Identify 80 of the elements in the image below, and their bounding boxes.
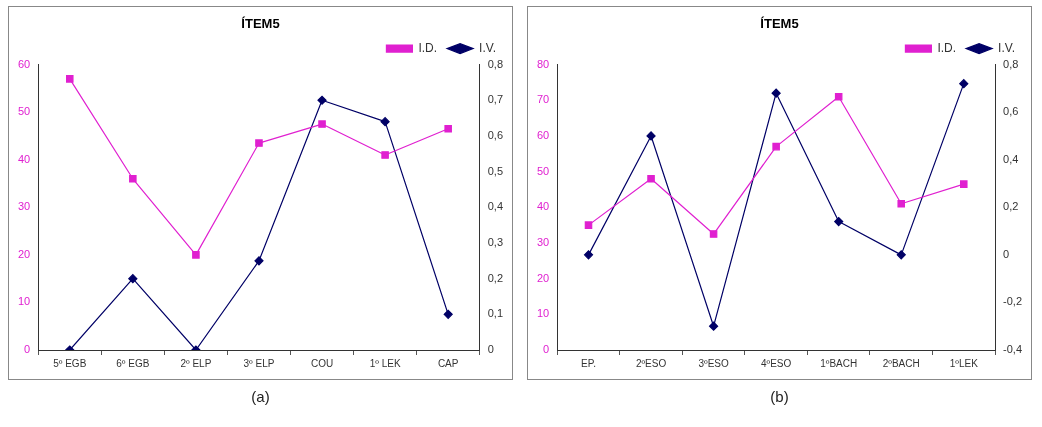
y2-tick-label: 0 bbox=[1003, 247, 1010, 260]
y-tick-label: 60 bbox=[17, 57, 31, 70]
legend-label: I.V. bbox=[479, 40, 496, 55]
point bbox=[128, 274, 138, 284]
x-tick-label: EP. bbox=[581, 357, 596, 369]
y2-tick-label: 0,8 bbox=[487, 57, 504, 70]
point bbox=[318, 120, 326, 128]
point bbox=[192, 251, 200, 259]
y2-tick-label: 0,8 bbox=[1003, 57, 1019, 70]
point bbox=[584, 221, 593, 229]
point bbox=[834, 92, 843, 101]
y2-tick-label: 0,2 bbox=[1003, 200, 1019, 213]
y-tick-label: 20 bbox=[17, 247, 31, 260]
y-tick-label: 80 bbox=[536, 57, 550, 70]
y-tick-label: 0 bbox=[24, 343, 31, 356]
y2-tick-label: 0,6 bbox=[487, 128, 504, 141]
y-tick-label: 60 bbox=[536, 128, 550, 141]
x-tick-label: 5º EGB bbox=[53, 357, 87, 369]
point bbox=[254, 256, 264, 266]
y-tick-label: 70 bbox=[536, 93, 550, 106]
point bbox=[443, 309, 453, 319]
y-tick-label: 20 bbox=[536, 271, 550, 284]
point bbox=[646, 131, 656, 141]
x-tick-label: 1º LEK bbox=[369, 357, 401, 369]
y-tick-label: 10 bbox=[17, 295, 31, 308]
x-tick-label: 1ºLEK bbox=[949, 357, 979, 369]
legend-label: I.D. bbox=[937, 40, 957, 55]
x-tick-label: COU bbox=[310, 357, 334, 369]
legend-label: I.V. bbox=[998, 40, 1015, 55]
point bbox=[317, 95, 327, 105]
y2-tick-label: 0,2 bbox=[487, 271, 504, 284]
x-tick-label: 3º ELP bbox=[243, 357, 275, 369]
y2-tick-label: 0,4 bbox=[1003, 152, 1019, 165]
point bbox=[959, 79, 969, 89]
point bbox=[834, 216, 844, 227]
y2-tick-label: 0,4 bbox=[487, 200, 504, 213]
y-tick-label: 50 bbox=[536, 164, 550, 177]
y-tick-label: 0 bbox=[543, 343, 550, 356]
x-tick-label: CAP bbox=[437, 357, 459, 369]
y2-tick-label: 0,6 bbox=[1003, 105, 1019, 118]
point bbox=[709, 230, 718, 238]
chart-title: ÍTEM5 bbox=[760, 16, 799, 32]
x-tick-label: 1ºBACH bbox=[820, 357, 858, 369]
y2-tick-label: 0 bbox=[487, 343, 494, 356]
point bbox=[647, 174, 655, 183]
y-tick-label: 30 bbox=[536, 236, 550, 249]
point bbox=[381, 151, 389, 159]
point bbox=[380, 117, 390, 127]
y2-tick-label: 0,5 bbox=[487, 164, 504, 177]
point bbox=[896, 250, 906, 260]
chart-title: ÍTEM5 bbox=[241, 16, 280, 32]
y2-tick-label: 0,7 bbox=[487, 93, 504, 106]
point bbox=[959, 180, 968, 188]
x-tick-label: 6º EGB bbox=[116, 357, 150, 369]
y2-tick-label: -0,2 bbox=[1003, 295, 1023, 308]
y-tick-label: 40 bbox=[536, 200, 550, 213]
y-tick-label: 50 bbox=[17, 105, 31, 118]
y2-tick-label: -0,4 bbox=[1003, 343, 1023, 356]
y-tick-label: 40 bbox=[17, 152, 31, 165]
x-tick-label: 2ºESO bbox=[635, 357, 667, 369]
x-tick-label: 4ºESO bbox=[760, 357, 792, 369]
point bbox=[771, 88, 781, 98]
y2-tick-label: 0,3 bbox=[487, 236, 504, 249]
point bbox=[444, 125, 452, 133]
point bbox=[65, 75, 74, 83]
y-tick-label: 10 bbox=[536, 307, 550, 320]
point bbox=[897, 199, 906, 208]
y-tick-label: 30 bbox=[17, 200, 31, 213]
x-tick-label: 2ºBACH bbox=[882, 357, 920, 369]
point bbox=[129, 174, 137, 183]
x-tick-label: 2º ELP bbox=[180, 357, 212, 369]
point bbox=[255, 139, 263, 147]
y2-tick-label: 0,1 bbox=[487, 307, 504, 320]
legend-label: I.D. bbox=[418, 40, 438, 55]
x-tick-label: 3ºESO bbox=[698, 357, 729, 369]
point bbox=[709, 321, 719, 331]
point bbox=[583, 250, 594, 260]
text: (a) bbox=[250, 388, 271, 405]
text: (b) bbox=[769, 388, 790, 405]
point bbox=[772, 142, 780, 151]
